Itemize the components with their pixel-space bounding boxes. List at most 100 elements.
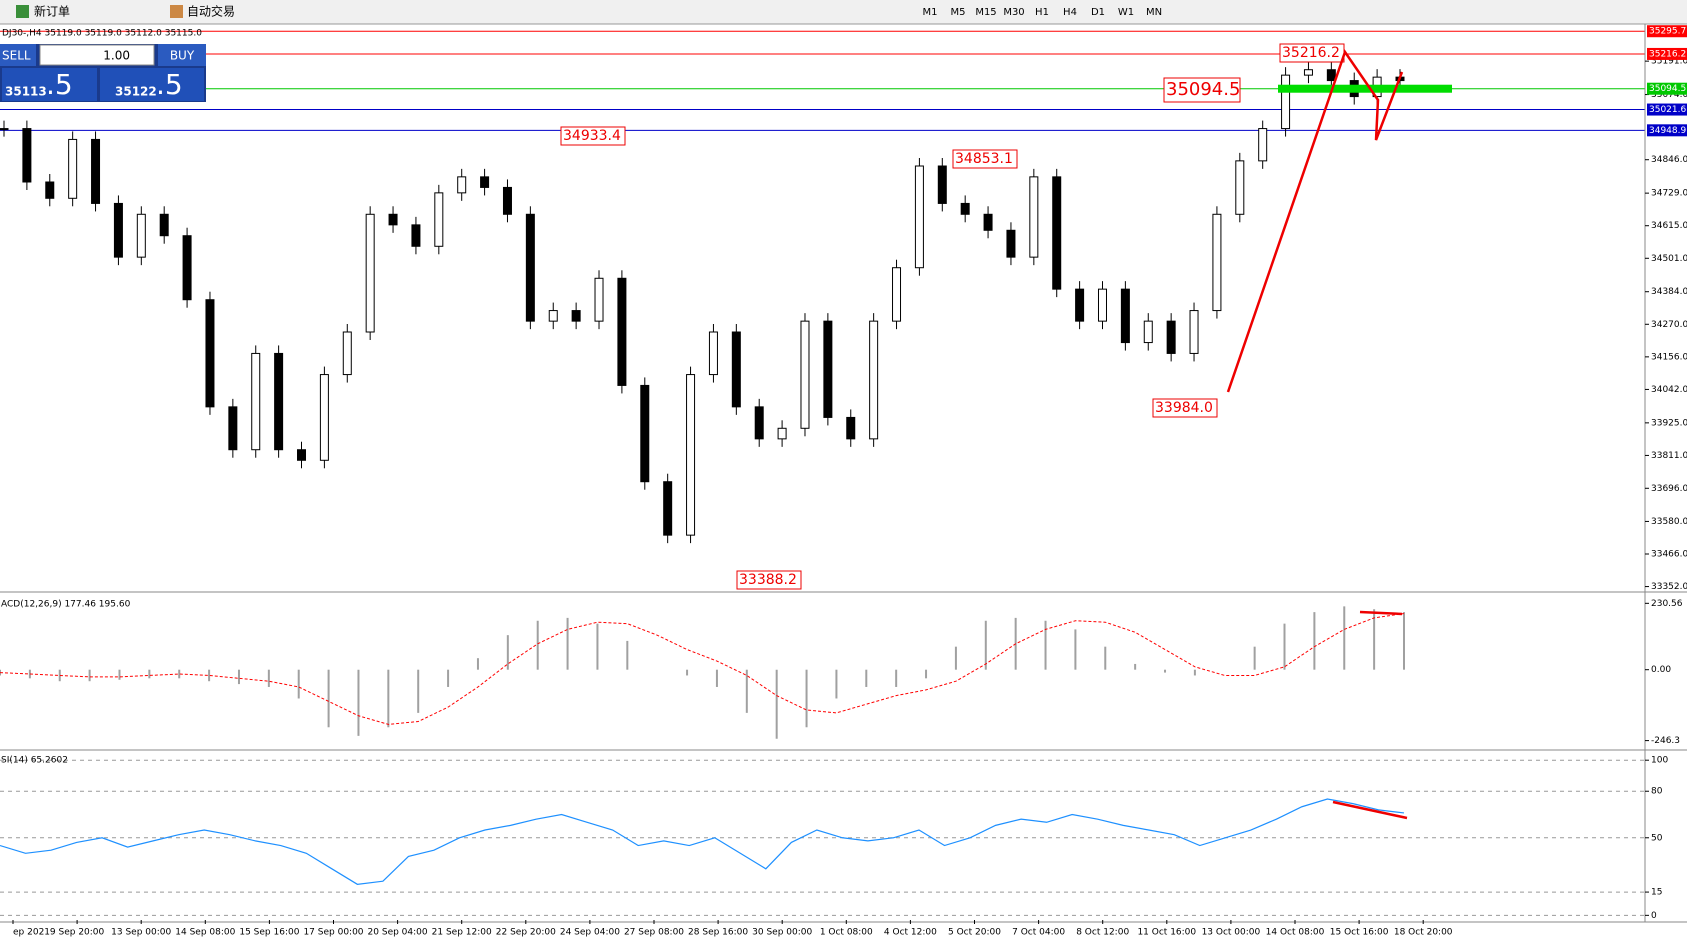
candle bbox=[686, 374, 696, 536]
x-tick-label: 4 Oct 12:00 bbox=[884, 928, 937, 938]
y-tick-label: 15 bbox=[1651, 888, 1662, 898]
y-tick-label: 34042.0 bbox=[1651, 385, 1687, 395]
level-label: 34948.9 bbox=[1649, 126, 1686, 136]
candle bbox=[1303, 69, 1313, 76]
x-tick-label: 28 Sep 16:00 bbox=[688, 928, 748, 938]
timeframe[interactable]: W1 bbox=[1118, 7, 1134, 18]
candle bbox=[640, 384, 650, 483]
lots-box[interactable] bbox=[39, 44, 155, 66]
candle bbox=[457, 176, 467, 194]
timeframe[interactable]: D1 bbox=[1091, 7, 1105, 18]
candle bbox=[617, 277, 627, 386]
y-tick-label: 35191.0 bbox=[1651, 57, 1687, 67]
annotation: 35094.5 bbox=[1166, 79, 1240, 100]
rsi-arrow bbox=[1332, 800, 1408, 820]
annotation: 33984.0 bbox=[1155, 400, 1213, 416]
level-label: 35216.2 bbox=[1649, 49, 1686, 59]
timeframe[interactable]: MN bbox=[1146, 7, 1162, 18]
candle bbox=[1120, 288, 1130, 344]
x-tick-label: 11 Oct 16:00 bbox=[1137, 928, 1196, 938]
main-chart: 35216.2 35094.5 34933.4 34853.1 33984.0 33388… bbox=[0, 30, 1645, 590]
annotation-box bbox=[1163, 77, 1241, 103]
level-tag bbox=[1647, 25, 1687, 38]
timeframe[interactable]: M1 bbox=[923, 7, 938, 18]
macd-arrow bbox=[1359, 610, 1403, 616]
y-tick-label: 0.00 bbox=[1651, 665, 1671, 675]
x-tick-label: 21 Sep 12:00 bbox=[432, 928, 492, 938]
lots[interactable]: 1.00 bbox=[103, 49, 130, 63]
y-tick-label: 100 bbox=[1651, 756, 1668, 766]
sell-label[interactable]: SELL bbox=[2, 49, 31, 63]
annotation: 34933.4 bbox=[563, 128, 621, 144]
timeframe[interactable]: M30 bbox=[1003, 7, 1024, 18]
y-tick-label: 34270.0 bbox=[1651, 320, 1687, 330]
candle bbox=[1006, 229, 1016, 258]
symbol-line: DJ30-,H4 35119.0 35119.0 35112.0 35115.0 bbox=[2, 29, 202, 39]
new-order[interactable]: 新订单 bbox=[34, 4, 70, 19]
candle bbox=[754, 406, 764, 440]
y-tick-label: 33580.0 bbox=[1651, 517, 1687, 527]
candle bbox=[892, 267, 902, 322]
sell-button[interactable] bbox=[0, 44, 36, 66]
timeframe[interactable]: M5 bbox=[951, 7, 966, 18]
ask-frac[interactable]: .5 bbox=[156, 68, 183, 101]
candle bbox=[1258, 128, 1268, 162]
ask-main[interactable]: 35122 bbox=[115, 85, 157, 99]
bid-box[interactable] bbox=[2, 68, 97, 101]
x-tick-label: 8 Oct 12:00 bbox=[1076, 928, 1129, 938]
bid-main[interactable]: 35113 bbox=[5, 85, 47, 99]
x-tick-label: 20 Sep 04:00 bbox=[368, 928, 428, 938]
candle bbox=[846, 416, 856, 440]
level-tag bbox=[1647, 103, 1687, 116]
candle bbox=[342, 331, 352, 376]
x-tick-label: ep 2021 bbox=[13, 928, 50, 938]
candle bbox=[1189, 310, 1199, 354]
buy-label[interactable]: BUY bbox=[170, 49, 195, 63]
timeframe[interactable]: H4 bbox=[1063, 7, 1077, 18]
y-tick-label: -246.3 bbox=[1651, 736, 1680, 746]
timeframe[interactable]: M15 bbox=[975, 7, 996, 18]
candle bbox=[297, 449, 307, 461]
candle bbox=[205, 299, 215, 408]
y-tick-label: 33466.0 bbox=[1651, 550, 1687, 560]
candle bbox=[571, 310, 581, 322]
new-order-icon[interactable] bbox=[16, 5, 29, 18]
candle bbox=[983, 213, 993, 231]
x-tick-label: 27 Sep 08:00 bbox=[624, 928, 684, 938]
signal-line bbox=[0, 613, 1405, 725]
buy-button[interactable] bbox=[158, 44, 206, 66]
candle bbox=[1212, 213, 1222, 312]
bid-frac[interactable]: .5 bbox=[46, 68, 73, 101]
candle bbox=[1235, 160, 1245, 215]
x-tick-label: 15 Sep 16:00 bbox=[239, 928, 299, 938]
candle bbox=[708, 331, 718, 376]
y-tick-label: 35074.0 bbox=[1651, 90, 1687, 100]
y-tick-label: 33352.0 bbox=[1651, 582, 1687, 592]
green-zone bbox=[1278, 84, 1452, 93]
arrow-drawing bbox=[1226, 49, 1404, 393]
x-tick-label: 17 Sep 00:00 bbox=[303, 928, 363, 938]
candle bbox=[45, 181, 55, 199]
candle bbox=[1281, 74, 1291, 130]
candle bbox=[22, 128, 32, 183]
y-tick-label: 34846.0 bbox=[1651, 155, 1687, 165]
x-tick-label: 7 Oct 04:00 bbox=[1012, 928, 1065, 938]
x-tick-label: 30 Sep 00:00 bbox=[752, 928, 812, 938]
level-tag bbox=[1647, 124, 1687, 137]
y-tick-label: 230.56 bbox=[1651, 599, 1683, 609]
x-tick-label: 14 Oct 08:00 bbox=[1266, 928, 1325, 938]
x-tick-label: 1 Oct 08:00 bbox=[820, 928, 873, 938]
candle bbox=[1052, 176, 1062, 290]
panel-title: ACD(12,26,9) 177.46 195.60 bbox=[1, 600, 131, 610]
x-tick-label: 13 Sep 00:00 bbox=[111, 928, 171, 938]
x-tick-label: 14 Sep 08:00 bbox=[175, 928, 235, 938]
auto-trade[interactable]: 自动交易 bbox=[187, 4, 235, 19]
y-tick-label: 33811.0 bbox=[1651, 451, 1687, 461]
ask-box[interactable] bbox=[100, 68, 204, 101]
timeframe[interactable]: H1 bbox=[1035, 7, 1049, 18]
auto-trade-icon[interactable] bbox=[170, 5, 183, 18]
level-label: 35021.6 bbox=[1649, 105, 1686, 115]
candle bbox=[731, 331, 741, 408]
annotation: 34853.1 bbox=[955, 151, 1013, 167]
level-label: 35295.7 bbox=[1649, 27, 1686, 37]
